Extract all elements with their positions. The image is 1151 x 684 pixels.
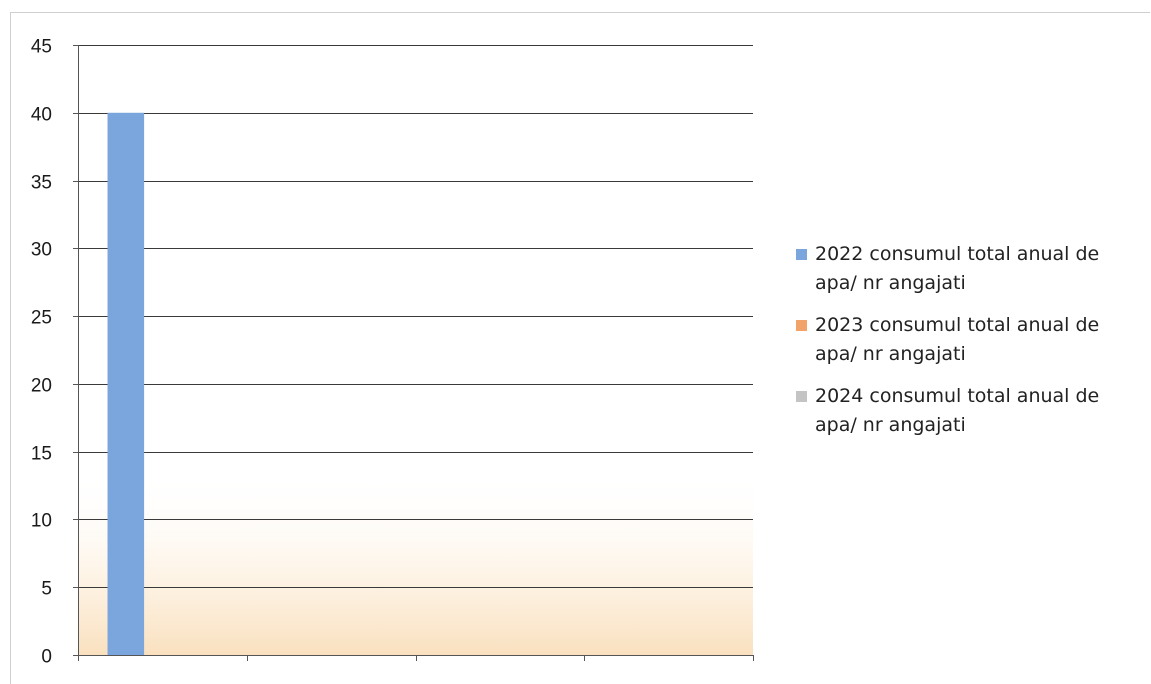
y-tick-label-45: 45: [31, 37, 52, 58]
legend-item-2024: 2024 consumul total anual de apa/ nr ang…: [796, 382, 1146, 440]
y-tick-label-30: 30: [31, 240, 52, 261]
legend-swatch-2024: [796, 391, 807, 402]
chart-legend: 2022 consumul total anual de apa/ nr ang…: [796, 240, 1146, 453]
plot-background-tint: [78, 470, 753, 655]
legend-label-2024: 2024 consumul total anual de apa/ nr ang…: [815, 385, 1100, 436]
y-tick-label-10: 10: [31, 511, 52, 532]
y-tick-label-0: 0: [41, 647, 52, 668]
y-tick-label-35: 35: [31, 173, 52, 194]
y-tick-label-40: 40: [31, 105, 52, 126]
chart-frame: [10, 12, 1150, 684]
y-tick-label-15: 15: [31, 444, 52, 465]
legend-label-2023: 2023 consumul total anual de apa/ nr ang…: [815, 314, 1100, 365]
legend-label-2022: 2022 consumul total anual de apa/ nr ang…: [815, 243, 1100, 294]
y-tick-label-5: 5: [41, 579, 52, 600]
legend-item-2023: 2023 consumul total anual de apa/ nr ang…: [796, 311, 1146, 369]
legend-swatch-2022: [796, 249, 807, 260]
legend-item-2022: 2022 consumul total anual de apa/ nr ang…: [796, 240, 1146, 298]
bar-series-0-cat-0: [107, 112, 145, 656]
y-tick-label-25: 25: [31, 308, 52, 329]
y-tick-label-20: 20: [31, 376, 52, 397]
legend-swatch-2023: [796, 320, 807, 331]
